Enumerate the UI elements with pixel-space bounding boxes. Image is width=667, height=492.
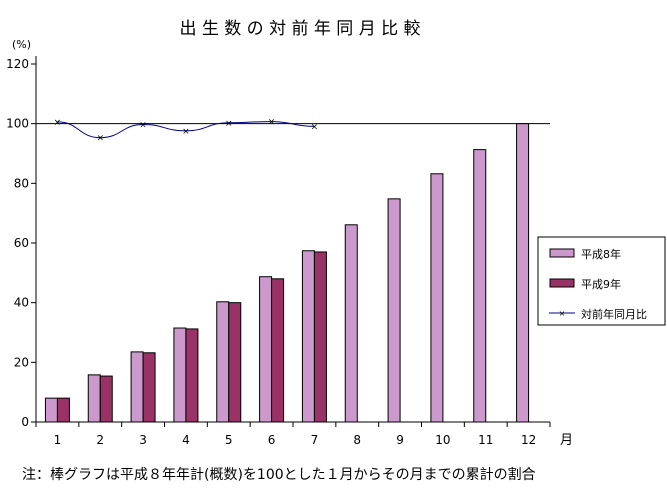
bar-h8 bbox=[173, 327, 187, 423]
legend-swatch-h9 bbox=[549, 278, 575, 288]
ratio-point: × bbox=[225, 119, 233, 129]
y-tick-label: 0 bbox=[21, 415, 29, 429]
x-tick-label: 11 bbox=[478, 433, 493, 447]
x-tick-label: 6 bbox=[268, 433, 276, 447]
x-tick-label: 4 bbox=[182, 433, 190, 447]
x-tick-label: 5 bbox=[225, 433, 233, 447]
x-tick-label: 7 bbox=[311, 433, 319, 447]
bar-h8 bbox=[430, 173, 444, 423]
bar-h8 bbox=[87, 374, 101, 423]
bar-h9 bbox=[228, 302, 242, 423]
bar-h8 bbox=[387, 198, 401, 423]
legend-swatch-h8 bbox=[549, 248, 575, 258]
y-axis-label: (%) bbox=[12, 38, 31, 51]
bar-h8 bbox=[516, 123, 530, 423]
x-tick-label: 9 bbox=[396, 433, 404, 447]
y-tick-label: 120 bbox=[6, 57, 29, 71]
bar-h9 bbox=[185, 328, 199, 423]
ratio-point: × bbox=[139, 121, 147, 131]
bar-h8 bbox=[44, 397, 58, 423]
y-tick-label: 60 bbox=[14, 236, 29, 250]
x-axis-label: 月 bbox=[560, 433, 573, 448]
chart-note: 注：棒グラフは平成８年年計(概数)を100とした１月からその月までの累計の割合 bbox=[22, 466, 536, 483]
y-tick-label: 20 bbox=[14, 355, 29, 369]
ratio-point: × bbox=[54, 118, 62, 128]
ratio-point: × bbox=[311, 122, 319, 132]
x-tick-label: 1 bbox=[54, 433, 62, 447]
legend-marker-ratio: × bbox=[559, 309, 566, 318]
legend-label-ratio: 対前年同月比 bbox=[581, 307, 647, 321]
y-tick-label: 80 bbox=[14, 176, 29, 190]
bar-h8 bbox=[259, 276, 273, 423]
bar-h9 bbox=[56, 397, 70, 423]
x-tick-label: 3 bbox=[139, 433, 147, 447]
bar-h8 bbox=[301, 250, 315, 423]
x-tick-label: 12 bbox=[521, 433, 536, 447]
ratio-point: × bbox=[96, 134, 104, 144]
chart-title: 出 生 数 の 対 前 年 同 月 比 較 bbox=[179, 19, 420, 39]
bar-h8 bbox=[130, 351, 144, 423]
bar-h8 bbox=[344, 224, 358, 423]
bar-h9 bbox=[271, 278, 285, 423]
bar-h9 bbox=[142, 352, 156, 423]
x-tick-label: 8 bbox=[353, 433, 361, 447]
ratio-point: × bbox=[182, 127, 190, 137]
x-tick-label: 10 bbox=[435, 433, 450, 447]
ratio-line bbox=[57, 121, 315, 139]
y-tick-label: 100 bbox=[6, 117, 29, 131]
legend-label-h9: 平成9年 bbox=[581, 277, 621, 291]
legend: 平成8年 平成9年 × 対前年同月比 bbox=[537, 236, 666, 326]
x-tick-label: 2 bbox=[96, 433, 104, 447]
y-tick-label: 40 bbox=[14, 296, 29, 310]
bar-h8 bbox=[473, 149, 487, 423]
bar-h9 bbox=[99, 375, 113, 423]
ratio-point: × bbox=[268, 118, 276, 128]
bar-h8 bbox=[216, 301, 230, 423]
bar-h9 bbox=[313, 251, 327, 423]
legend-label-h8: 平成8年 bbox=[581, 247, 621, 261]
